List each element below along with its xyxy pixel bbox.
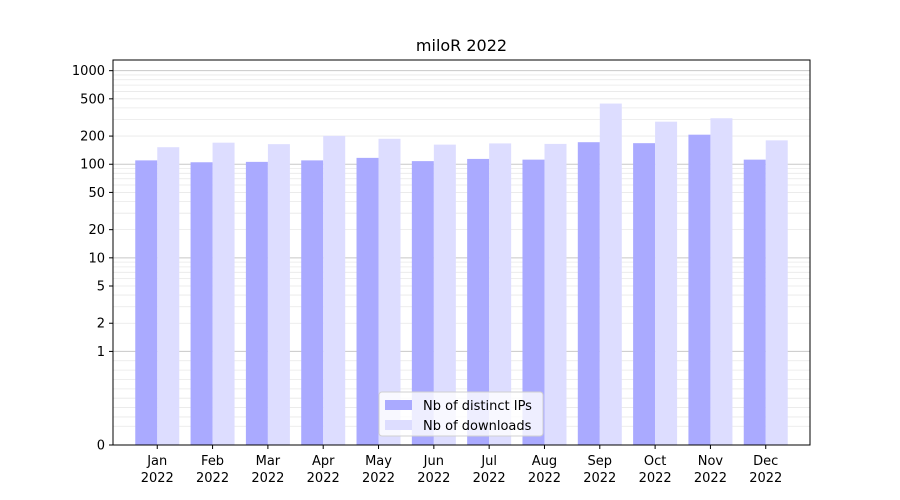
y-tick-label: 1 [97,345,105,360]
legend: Nb of distinct IPs Nb of downloads [378,391,544,437]
y-tick-label: 100 [80,158,105,173]
bar-distinct-ips [411,161,434,445]
bar-distinct-ips [577,142,600,445]
x-tick-label-year: 2022 [141,471,174,486]
legend-box [378,391,544,437]
legend-swatch [385,420,412,430]
y-tick-label: 500 [80,92,105,107]
bars [135,103,788,446]
bar-downloads [267,144,290,445]
x-tick-label-month: Jul [480,454,497,469]
x-tick-label-year: 2022 [694,471,727,486]
y-tick-label: 5 [97,280,105,295]
x-tick-label-year: 2022 [639,471,672,486]
bar-distinct-ips [743,159,766,445]
x-tick-label-month: May [365,454,392,469]
x-tick-label-month: Feb [201,454,224,469]
bar-distinct-ips [190,162,213,446]
bar-downloads [655,121,678,446]
legend-label: Nb of downloads [423,419,532,434]
x-tick-label-month: Jan [146,454,167,469]
x-tick-label-year: 2022 [251,471,284,486]
axes: Jan2022Feb2022Mar2022Apr2022May2022Jun20… [72,59,811,486]
bar-downloads [212,142,235,445]
bar-downloads [157,147,180,445]
bar-distinct-ips [356,157,379,446]
bar-downloads [544,143,567,445]
x-tick-label-month: Jun [423,454,444,469]
bar-distinct-ips [633,143,656,445]
bar-distinct-ips [135,160,158,445]
bar-downloads [765,140,788,445]
bar-downloads [710,118,733,445]
x-tick-label-month: Aug [532,454,557,469]
x-tick-label-month: Mar [256,454,281,469]
plot-frame [112,59,811,446]
y-tick-label: 20 [88,223,105,238]
x-tick-label-year: 2022 [417,471,450,486]
bar-downloads [323,135,346,446]
legend-swatch [385,400,412,410]
x-tick-label-month: Apr [312,454,335,469]
x-tick-label-year: 2022 [473,471,506,486]
x-tick-label-month: Oct [644,454,666,469]
y-tick-label: 2 [97,317,105,332]
bar-downloads [378,138,401,445]
x-tick-label-year: 2022 [528,471,561,486]
x-tick-label-month: Dec [753,454,778,469]
bar-downloads [489,143,512,446]
y-tick-label: 200 [80,130,105,145]
bar-distinct-ips [688,134,711,445]
y-tick-label: 1000 [72,64,105,79]
bar-downloads [433,144,456,445]
x-tick-label-year: 2022 [749,471,782,486]
chart-title: miloR 2022 [416,36,507,55]
x-tick-label-year: 2022 [196,471,229,486]
x-tick-label-year: 2022 [307,471,340,486]
x-tick-label-month: Nov [698,454,724,469]
y-tick-label: 10 [88,251,105,266]
x-tick-label-month: Sep [588,454,613,469]
bar-distinct-ips [522,159,545,445]
bar-distinct-ips [467,158,490,446]
bar-distinct-ips [245,161,268,445]
x-tick-label-year: 2022 [583,471,616,486]
bar-distinct-ips [301,160,324,445]
y-tick-label: 0 [97,439,105,454]
bar-downloads [599,103,622,446]
legend-label: Nb of distinct IPs [423,399,532,414]
x-tick-label-year: 2022 [362,471,395,486]
y-tick-label: 50 [88,186,105,201]
